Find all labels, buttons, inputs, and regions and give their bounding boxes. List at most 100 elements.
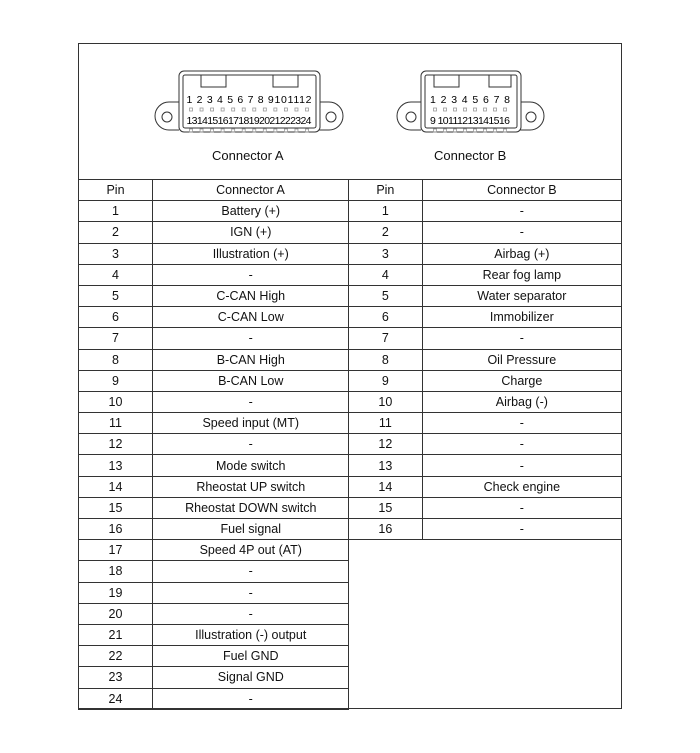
connector-diagram-area: 1 2 3 4 5 6 7 8 9101112 1314151617181920… bbox=[79, 44, 621, 180]
function-cell: - bbox=[152, 263, 349, 286]
function-cell: Speed input (MT) bbox=[152, 412, 349, 435]
pin-pad bbox=[189, 107, 193, 112]
pin-cell: 7 bbox=[348, 327, 423, 350]
pin-pad bbox=[453, 128, 457, 133]
function-cell: Illustration (+) bbox=[152, 242, 349, 265]
table-row: 23 Signal GND bbox=[78, 666, 349, 689]
pin-cell: 2 bbox=[348, 221, 423, 244]
function-cell: Rheostat UP switch bbox=[152, 475, 349, 498]
table-row: 9 B-CAN Low bbox=[78, 369, 349, 392]
pin-pad bbox=[463, 128, 467, 133]
function-cell: - bbox=[152, 390, 349, 414]
pin-pad bbox=[483, 107, 487, 112]
table-row: 14 Check engine bbox=[348, 475, 621, 498]
table-header-row: Pin Connector B bbox=[348, 178, 621, 202]
function-cell: Water separator bbox=[421, 284, 621, 308]
connector-a-header: Connector A bbox=[152, 178, 349, 202]
function-cell: - bbox=[421, 496, 621, 520]
pin-cell: 12 bbox=[78, 433, 153, 456]
pin-cell: 2 bbox=[78, 221, 153, 244]
table-row: 6 Immobilizer bbox=[348, 306, 621, 329]
table-row: 1- bbox=[348, 200, 621, 223]
pin-cell: 4 bbox=[78, 263, 153, 286]
pin-header: Pin bbox=[348, 178, 423, 202]
table-row: 2 IGN (+) bbox=[78, 221, 349, 244]
pin-cell: 20 bbox=[78, 602, 153, 625]
table-row: 3 Airbag (+) bbox=[348, 242, 621, 265]
table-row: 24- bbox=[78, 687, 349, 710]
pin-cell: 10 bbox=[348, 390, 423, 414]
pin-pad bbox=[433, 107, 437, 112]
table-row: 10- bbox=[78, 390, 349, 414]
pin-cell: 10 bbox=[78, 390, 153, 414]
connector-a-caption: Connector A bbox=[212, 148, 284, 163]
pin-pad bbox=[284, 128, 288, 133]
function-cell: C-CAN High bbox=[152, 284, 349, 308]
function-cell: - bbox=[152, 581, 349, 604]
function-cell: - bbox=[152, 560, 349, 583]
pin-pad bbox=[294, 128, 299, 133]
function-cell: C-CAN Low bbox=[152, 306, 349, 329]
pin-cell: 5 bbox=[348, 284, 423, 308]
connector-b-header: Connector B bbox=[421, 178, 621, 202]
pin-cell: 15 bbox=[78, 496, 153, 520]
table-row: 4 Rear fog lamp bbox=[348, 263, 621, 286]
pin-pad bbox=[473, 128, 477, 133]
pin-pad bbox=[284, 107, 288, 112]
pin-pad bbox=[463, 107, 467, 112]
pin-pad bbox=[305, 107, 309, 112]
pin-cell: 16 bbox=[78, 517, 153, 541]
pin-cell: 11 bbox=[348, 412, 423, 435]
pin-pad bbox=[199, 107, 204, 112]
function-cell: Speed 4P out (AT) bbox=[152, 539, 349, 562]
function-cell: - bbox=[152, 687, 349, 710]
table-row: 13 Mode switch bbox=[78, 454, 349, 477]
function-cell: B-CAN High bbox=[152, 348, 349, 371]
table-row: 12- bbox=[348, 433, 621, 456]
function-cell: - bbox=[421, 517, 621, 541]
pin-pad bbox=[294, 107, 299, 112]
pin-cell: 9 bbox=[78, 369, 153, 392]
pin-pad bbox=[252, 107, 257, 112]
pin-cell: 1 bbox=[78, 200, 153, 223]
function-cell: Battery (+) bbox=[152, 200, 349, 223]
pin-pad bbox=[503, 128, 507, 133]
function-cell: - bbox=[152, 433, 349, 456]
pin-cell: 13 bbox=[78, 454, 153, 477]
function-cell: - bbox=[421, 412, 621, 435]
table-row: 5 C-CAN High bbox=[78, 284, 349, 308]
connector-b-pin-pads bbox=[433, 107, 507, 133]
pin-cell: 6 bbox=[348, 306, 423, 329]
pin-cell: 24 bbox=[78, 687, 153, 710]
table-row: 4- bbox=[78, 263, 349, 286]
table-row: 19- bbox=[78, 581, 349, 604]
pin-pad bbox=[473, 107, 477, 112]
pin-cell: 12 bbox=[348, 433, 423, 456]
table-row: 3 Illustration (+) bbox=[78, 242, 349, 265]
table-row: 22 Fuel GND bbox=[78, 645, 349, 668]
pin-cell: 19 bbox=[78, 581, 153, 604]
function-cell: B-CAN Low bbox=[152, 369, 349, 392]
function-cell: - bbox=[421, 221, 621, 244]
pin-cell: 6 bbox=[78, 306, 153, 329]
function-cell: - bbox=[152, 602, 349, 625]
connector-b-caption: Connector B bbox=[434, 148, 507, 163]
table-row: 5 Water separator bbox=[348, 284, 621, 308]
pin-pad bbox=[493, 128, 497, 133]
pin-pad bbox=[433, 128, 437, 133]
function-cell: Fuel signal bbox=[152, 517, 349, 541]
table-row: 18- bbox=[78, 560, 349, 583]
pin-pad bbox=[483, 128, 487, 133]
function-cell: - bbox=[421, 327, 621, 350]
function-cell: IGN (+) bbox=[152, 221, 349, 244]
table-row: 16 Fuel signal bbox=[78, 517, 349, 541]
function-cell: Oil Pressure bbox=[421, 348, 621, 371]
connector-a-table: Pin Connector A 1 Battery (+) 2 IGN (+) 3 Ill… bbox=[78, 178, 349, 710]
pin-pad bbox=[493, 107, 497, 112]
pin-pad bbox=[273, 128, 278, 133]
function-cell: Rheostat DOWN switch bbox=[152, 496, 349, 520]
function-cell: Immobilizer bbox=[421, 306, 621, 329]
connector-b-bottom-pin-numbers: 9 10111213141516 bbox=[430, 115, 510, 127]
pin-pad bbox=[220, 107, 225, 112]
pin-cell: 9 bbox=[348, 369, 423, 392]
